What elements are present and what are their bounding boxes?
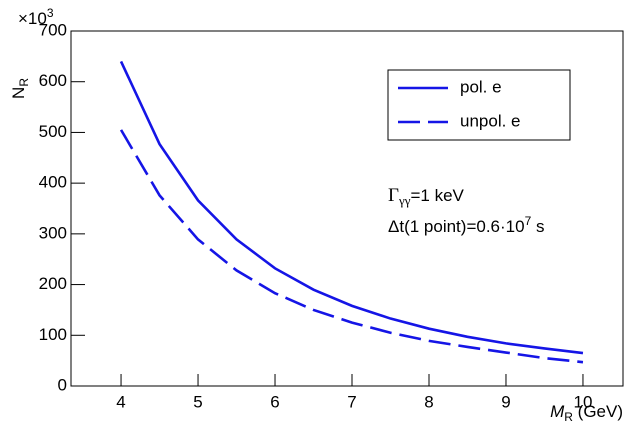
text-part: 7 — [525, 214, 532, 228]
annotation: Γγγ=1 keV — [388, 185, 465, 208]
text-part: (GeV) — [573, 402, 623, 421]
y-axis-label: NR — [9, 78, 31, 99]
text-part: M — [550, 402, 565, 421]
y-tick-label: 0 — [58, 375, 67, 394]
text-part: Δt(1 point)=0.6·10 — [388, 217, 525, 236]
y-tick-label: 100 — [39, 325, 67, 344]
text-part: Γ — [388, 185, 399, 206]
y-tick-label: 600 — [39, 71, 67, 90]
x-tick-label: 8 — [424, 392, 433, 411]
text-part: ×10 — [18, 9, 47, 28]
y-tick-label: 200 — [39, 274, 67, 293]
y-tick-label: 500 — [39, 122, 67, 141]
y-tick-label: 400 — [39, 173, 67, 192]
text-part: N — [9, 87, 28, 99]
x-tick-label: 7 — [347, 392, 356, 411]
text-part: 3 — [47, 6, 54, 20]
legend-label: unpol. e — [460, 111, 521, 130]
annotation: Δt(1 point)=0.6·107 s — [388, 214, 545, 236]
text-part: R — [564, 410, 573, 424]
legend-label: pol. e — [460, 77, 502, 96]
x-tick-label: 9 — [501, 392, 510, 411]
text-part: R — [17, 78, 31, 87]
x-tick-label: 10 — [574, 392, 593, 411]
series-line — [119, 129, 584, 364]
text-part: =1 keV — [410, 186, 464, 205]
text-part: γγ — [398, 193, 411, 208]
text-part: s — [531, 217, 544, 236]
x-tick-label: 4 — [116, 392, 125, 411]
x-tick-label: 5 — [193, 392, 202, 411]
y-tick-label: 700 — [39, 20, 67, 39]
x-axis-label: MR (GeV) — [550, 402, 623, 424]
y-tick-label: 300 — [39, 223, 67, 242]
legend-box — [387, 69, 571, 141]
x-tick-label: 6 — [270, 392, 279, 411]
y-multiplier: ×103 — [18, 6, 54, 28]
series-line — [119, 60, 584, 355]
plot-frame — [70, 30, 624, 387]
